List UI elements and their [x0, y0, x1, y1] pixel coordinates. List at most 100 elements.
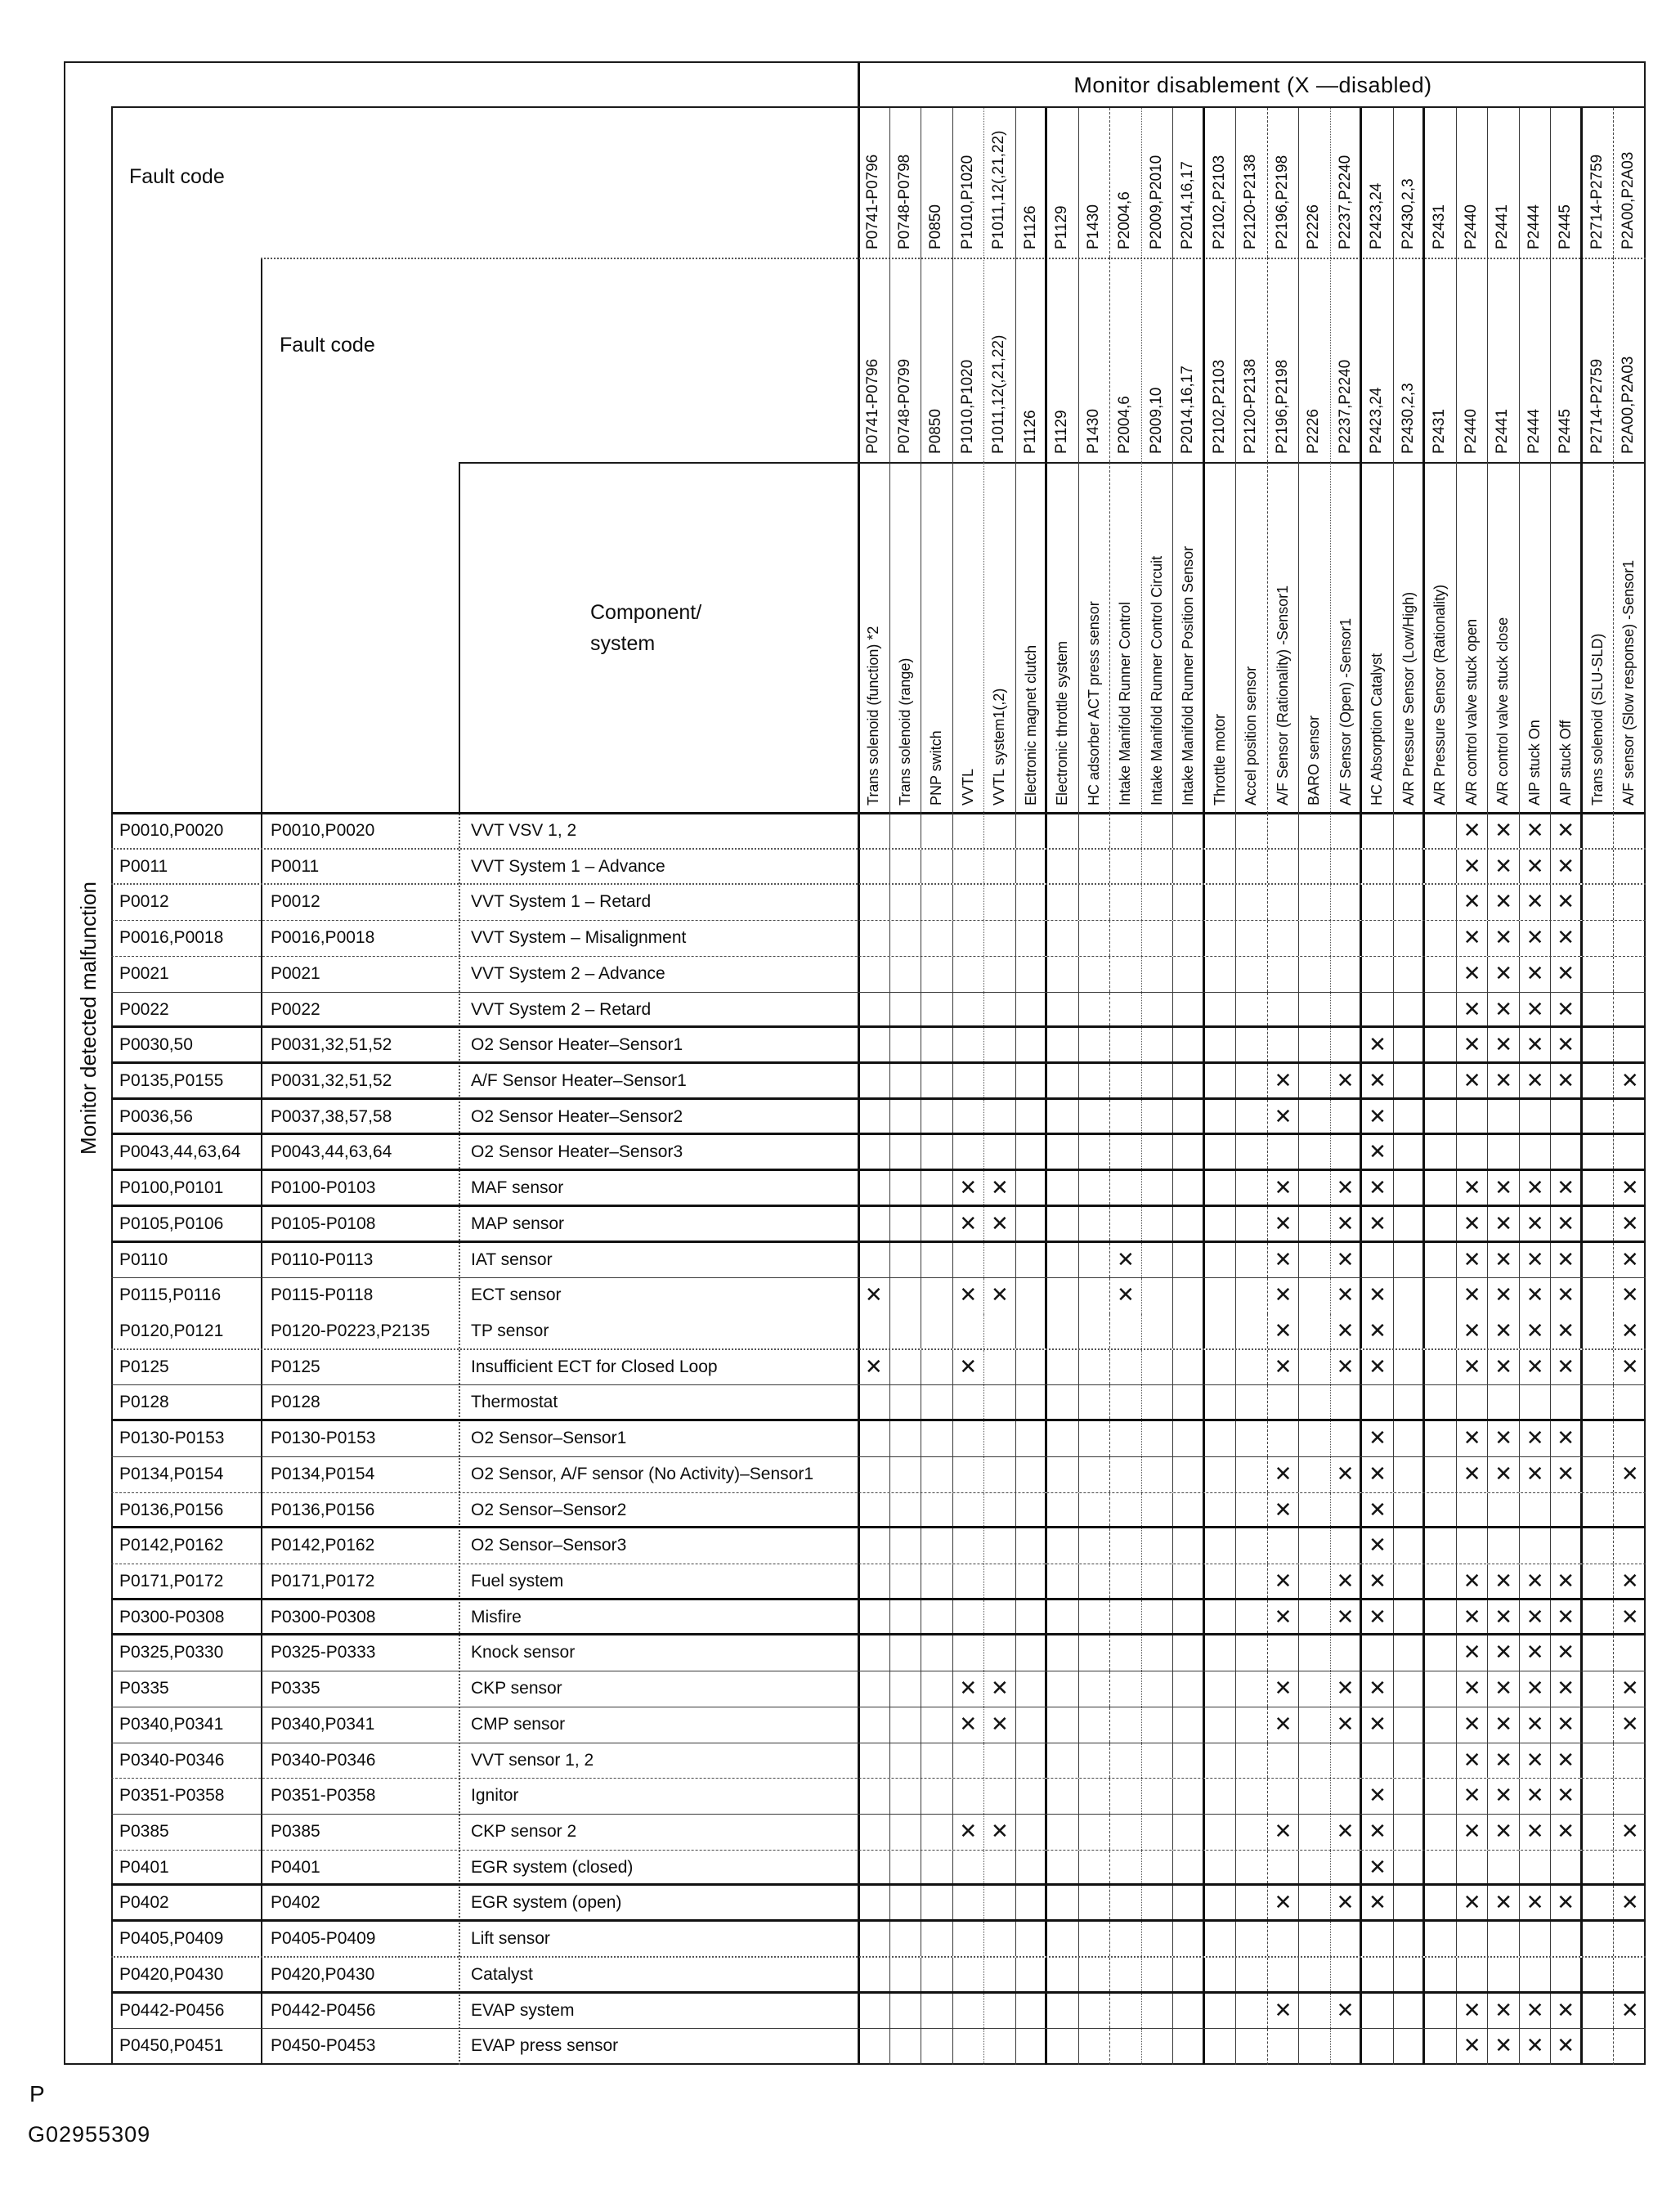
mark-cell	[1394, 1492, 1426, 1527]
fault-code-2-cell: P0401	[271, 1857, 320, 1877]
mark-cell: ✕	[1457, 1993, 1489, 2029]
mark-cell: ✕	[1520, 1635, 1552, 1671]
mark-cell	[890, 1349, 922, 1385]
mark-cell: ✕	[1268, 1815, 1300, 1850]
mark-cell: ✕	[1457, 1564, 1489, 1598]
mark-cell: ✕	[1457, 849, 1489, 884]
mark-cell	[1142, 1278, 1174, 1314]
mark-cell	[921, 1635, 953, 1671]
mark-cell	[1614, 1851, 1646, 1884]
mark-cell: ✕	[1457, 2029, 1489, 2065]
mark-cell	[1583, 814, 1615, 848]
mark-cell	[1079, 992, 1111, 1026]
mark-cell	[921, 1314, 953, 1348]
col-header-component-20-text: A/R control valve stuck open	[1463, 618, 1480, 805]
mark-cell	[1110, 1349, 1142, 1385]
mark-cell	[921, 1743, 953, 1779]
mark-cell	[953, 2029, 985, 2065]
mark-cell	[1394, 1671, 1426, 1707]
fault-code-header-2: Fault code	[280, 334, 375, 357]
mark-cell	[1236, 1171, 1268, 1205]
mark-cell: ✕	[1268, 1278, 1300, 1314]
mark-cell	[858, 956, 890, 992]
mark-cell	[1079, 1886, 1111, 1920]
mark-cell	[1079, 1099, 1111, 1133]
mark-cell	[1551, 1492, 1583, 1527]
mark-cell	[1551, 1850, 1583, 1884]
col-header-code-mid-16-text: P2237,P2240	[1336, 359, 1354, 454]
mark-cell	[890, 2029, 922, 2065]
mark-cell	[1110, 1743, 1142, 1779]
mark-cell: ✕	[1488, 1743, 1520, 1779]
mark-cell	[890, 1671, 922, 1707]
mark-cell: ✕	[1268, 1492, 1300, 1527]
mark-cell: ✕	[1620, 1175, 1639, 1200]
mark-cell	[1425, 1135, 1457, 1169]
table-row: P0135,P0155 P0031,32,51,52 A/F Sensor Heat…	[111, 1064, 1646, 1100]
mark-cell	[1394, 1135, 1426, 1169]
mark-cell: ✕	[1620, 1819, 1639, 1843]
mark-cell	[1047, 1635, 1079, 1671]
component-system-cell: Misfire	[471, 1607, 522, 1626]
mark-cell	[1488, 1492, 1520, 1527]
mark-cell	[858, 1028, 890, 1061]
col-header-code-mid-23-text: P2445	[1557, 409, 1575, 454]
mark-cell	[953, 1779, 985, 1814]
mark-cell	[1614, 814, 1646, 848]
col-header-code-top-10: P2009,P2010	[1142, 108, 1174, 258]
col-header-code-mid-10: P2009,10	[1142, 258, 1174, 462]
mark-cell	[953, 1099, 985, 1133]
col-header-code-top-1-text: P0741-P0796	[864, 154, 881, 249]
col-header-component-8-text: HC adsorber ACT press sensor	[1085, 601, 1102, 805]
mark-cell	[1236, 1456, 1268, 1492]
mark-cell	[1016, 1815, 1048, 1850]
mark-cell: ✕	[1268, 1600, 1300, 1634]
mark-cell	[1173, 1707, 1205, 1743]
mark-cell	[1110, 1957, 1142, 1991]
mark-cell: ✕	[1520, 1564, 1552, 1598]
mark-cell	[1142, 1028, 1174, 1061]
mark-cell	[1268, 885, 1300, 921]
mark-cell	[1614, 850, 1646, 884]
mark-cell: ✕	[1520, 1421, 1552, 1456]
mark-cell	[1047, 1671, 1079, 1707]
mark-cell	[1236, 1349, 1268, 1385]
mark-cell	[1299, 2029, 1331, 2065]
mark-cell: ✕	[1457, 1707, 1489, 1743]
mark-cell	[1142, 1171, 1174, 1205]
mark-cell	[858, 814, 890, 848]
col-header-code-top-23-text: P2445	[1557, 204, 1575, 249]
mark-cell	[1142, 1349, 1174, 1385]
mark-cell	[921, 1492, 953, 1527]
mark-cell	[1614, 1028, 1646, 1061]
mark-cell: ✕	[1362, 1206, 1394, 1241]
mark-cell	[1457, 1099, 1489, 1133]
fault-code-2-cell: P0105-P0108	[271, 1214, 376, 1233]
mark-cell: ✕	[1488, 1171, 1520, 1205]
col-header-code-top-23: P2445	[1551, 108, 1583, 258]
mark-cell	[1016, 1743, 1048, 1779]
mark-cell	[1110, 1206, 1142, 1241]
mark-cell	[1362, 1993, 1394, 2029]
mark-cell	[890, 885, 922, 921]
fault-code-2-cell: P0335	[271, 1679, 320, 1698]
mark-cell	[890, 1600, 922, 1634]
mark-cell	[1205, 1385, 1237, 1420]
mark-cell	[1394, 992, 1426, 1026]
mark-cell	[984, 956, 1016, 992]
col-header-component-9: Intake Manifold Runner Control	[1110, 462, 1142, 814]
mark-cell	[1016, 1349, 1048, 1385]
mark-cell	[1331, 1922, 1363, 1956]
mark-cell	[1236, 1421, 1268, 1456]
col-header-code-mid-16: P2237,P2240	[1331, 258, 1363, 462]
mark-cell	[1236, 1385, 1268, 1420]
mark-cell	[1142, 921, 1174, 956]
mark-cell	[1614, 2029, 1646, 2065]
mark-cell: ✕	[1620, 1282, 1639, 1308]
mark-cell	[1520, 1492, 1552, 1527]
mark-cell	[1205, 921, 1237, 956]
mark-cell: ✕	[1520, 885, 1552, 921]
mark-cell: ✕	[1362, 1099, 1394, 1133]
component-system-cell: ECT sensor	[471, 1285, 562, 1305]
col-header-code-top-2: P0748-P0798	[890, 108, 922, 258]
